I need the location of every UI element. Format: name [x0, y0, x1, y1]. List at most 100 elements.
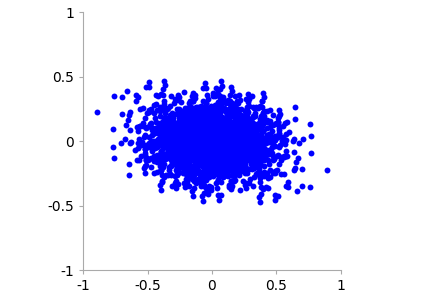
Point [213, 116, 220, 121]
Point [145, 158, 151, 162]
Point [203, 127, 210, 132]
Point [189, 99, 195, 104]
Point [245, 110, 252, 114]
Point [198, 126, 204, 130]
Point [176, 151, 183, 156]
Point [213, 129, 220, 134]
Point [204, 170, 211, 175]
Point [219, 124, 226, 129]
Point [216, 148, 223, 153]
Point [208, 145, 215, 150]
Point [259, 110, 266, 115]
Point [264, 120, 271, 125]
Point [197, 158, 204, 163]
Point [232, 140, 238, 145]
Point [282, 141, 289, 146]
Point [158, 179, 165, 184]
Point [214, 162, 221, 167]
Point [176, 151, 183, 156]
Point [175, 170, 181, 175]
Point [237, 135, 243, 140]
Point [251, 123, 258, 128]
Point [244, 129, 251, 134]
Point [161, 116, 167, 121]
Point [184, 117, 191, 122]
Point [195, 140, 201, 145]
Point [244, 139, 251, 143]
Point [204, 135, 211, 140]
Point [215, 117, 221, 122]
Point [272, 143, 279, 148]
Point [184, 137, 190, 142]
Point [212, 160, 219, 165]
Point [153, 92, 160, 97]
Point [154, 169, 161, 174]
Point [163, 124, 170, 128]
Point [261, 136, 268, 141]
Point [228, 141, 235, 146]
Point [252, 105, 259, 110]
Point [239, 143, 246, 148]
Point [199, 132, 206, 137]
Point [210, 138, 217, 143]
Point [259, 134, 265, 139]
Point [244, 153, 251, 158]
Point [191, 125, 198, 130]
Point [195, 146, 202, 151]
Point [228, 132, 234, 136]
Point [167, 147, 174, 152]
Point [202, 80, 209, 85]
Point [201, 182, 207, 187]
Point [172, 123, 179, 128]
Point [201, 148, 207, 152]
Point [205, 117, 212, 122]
Point [245, 119, 251, 124]
Point [176, 161, 182, 166]
Point [220, 119, 226, 124]
Point [197, 154, 204, 159]
Point [136, 158, 142, 162]
Point [256, 195, 262, 200]
Point [197, 155, 204, 160]
Point [159, 154, 166, 158]
Point [195, 137, 202, 142]
Point [195, 153, 202, 158]
Point [212, 133, 219, 137]
Point [204, 140, 211, 145]
Point [174, 119, 181, 124]
Point [223, 154, 230, 159]
Point [263, 153, 270, 158]
Point [198, 140, 204, 145]
Point [257, 176, 264, 180]
Point [307, 122, 314, 127]
Point [199, 154, 206, 159]
Point [218, 164, 225, 169]
Point [208, 154, 215, 159]
Point [244, 125, 251, 130]
Point [229, 160, 236, 165]
Point [161, 154, 168, 159]
Point [248, 118, 254, 123]
Point [206, 128, 213, 132]
Point [205, 154, 212, 159]
Point [237, 151, 243, 156]
Point [292, 116, 298, 121]
Point [207, 113, 214, 118]
Point [245, 136, 251, 141]
Point [204, 121, 211, 125]
Point [204, 143, 211, 148]
Point [245, 154, 252, 159]
Point [190, 169, 197, 174]
Point [183, 155, 190, 160]
Point [152, 116, 159, 121]
Point [181, 140, 188, 145]
Point [217, 103, 224, 108]
Point [210, 90, 217, 95]
Point [277, 154, 284, 159]
Point [110, 144, 117, 149]
Point [210, 122, 217, 126]
Point [197, 114, 204, 119]
Point [202, 110, 209, 115]
Point [255, 134, 262, 139]
Point [157, 114, 164, 119]
